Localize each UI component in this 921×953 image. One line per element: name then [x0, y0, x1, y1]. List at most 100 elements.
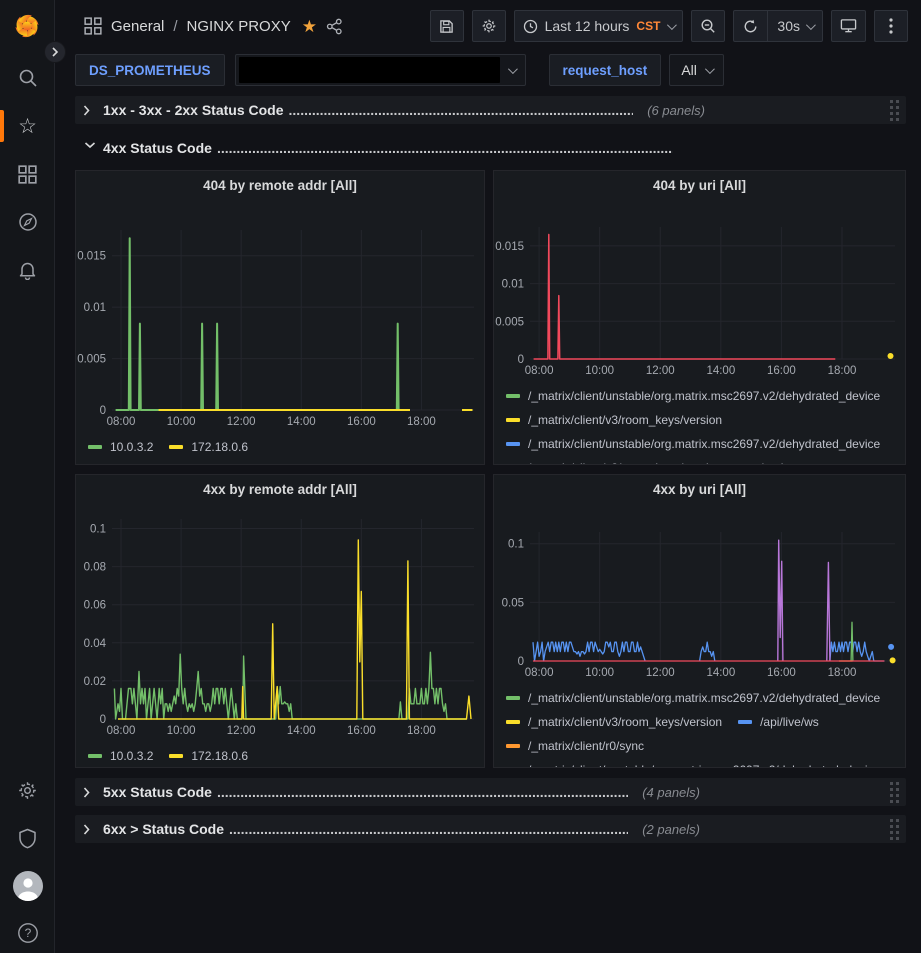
legend-item[interactable]: /_matrix/client/unstable/org.matrix.msc2…: [506, 432, 880, 456]
svg-text:0: 0: [100, 714, 106, 726]
sidebar-item-starred[interactable]: ☆: [0, 106, 55, 146]
legend-color-swatch: [506, 394, 520, 398]
legend-item[interactable]: /api/live/ws: [738, 710, 819, 734]
row-title: 1xx - 3xx - 2xx Status Code: [103, 102, 284, 118]
svg-text:12:00: 12:00: [646, 667, 675, 679]
timeseries-chart[interactable]: 08:00 10:00 12:00 14:00 16:00 18:00 0 0.005 0.01…: [494, 199, 905, 381]
svg-text:12:00: 12:00: [227, 725, 256, 737]
gear-icon: [482, 19, 495, 33]
legend-item[interactable]: /_matrix/client/v3/room_keys/version: [506, 710, 722, 734]
legend-item[interactable]: /_matrix/client/r0/sync: [506, 734, 644, 758]
svg-text:12:00: 12:00: [646, 365, 675, 377]
legend-label: /_matrix/client/v3/room_keys/version: [528, 461, 722, 464]
breadcrumb-dashboard-title[interactable]: NGINX PROXY: [186, 17, 291, 35]
legend-label: /_matrix/client/v3/room_keys/version: [528, 715, 723, 729]
favorite-star-icon[interactable]: ★: [301, 16, 317, 36]
sidebar-item-server-admin[interactable]: [0, 818, 55, 858]
row-header-1xx-3xx-2xx[interactable]: 1xx - 3xx - 2xx Status Code ............…: [75, 96, 906, 124]
svg-text:18:00: 18:00: [407, 416, 436, 428]
legend-label: 10.0.3.2: [110, 440, 154, 454]
datasource-variable-label[interactable]: DS_PROMETHEUS: [75, 54, 225, 86]
sidebar-item-dashboards[interactable]: [0, 154, 55, 194]
svg-text:08:00: 08:00: [525, 365, 554, 377]
legend-item[interactable]: /_matrix/client/v3/room_keys/version: [506, 456, 722, 464]
chevron-down-icon: [84, 141, 96, 155]
svg-text:0: 0: [518, 354, 524, 366]
dashboard-variables-bar: DS_PROMETHEUS request_host All: [55, 52, 921, 88]
time-range-picker[interactable]: Last 12 hours CST: [513, 10, 684, 42]
star-icon: ☆: [18, 114, 37, 138]
legend-item[interactable]: 172.18.0.6: [169, 435, 248, 459]
legend-item[interactable]: /sw.js: [738, 456, 789, 464]
legend-color-swatch: [88, 445, 102, 449]
legend-item[interactable]: 10.0.3.2: [88, 744, 153, 767]
search-icon: [19, 69, 37, 87]
svg-text:16:00: 16:00: [347, 725, 376, 737]
panel-title[interactable]: 4xx by uri [All]: [652, 481, 747, 497]
panel-404-by-uri: 404 by uri [All] 08:00 10:00 12:00 14:00 16:…: [493, 170, 906, 465]
datasource-variable-select[interactable]: [234, 54, 526, 86]
refresh-interval-select[interactable]: 30s: [767, 11, 822, 41]
row-title-dots: ........................................…: [216, 784, 629, 800]
kebab-menu-icon: [889, 18, 893, 34]
sidebar-item-search[interactable]: [0, 58, 55, 98]
row-drag-handle[interactable]: [889, 99, 900, 121]
dashboard-settings-button[interactable]: [471, 10, 506, 42]
legend-color-swatch: [506, 720, 520, 724]
legend-label: /_matrix/client/unstable/org.matrix.msc2…: [528, 437, 881, 451]
sidebar-item-profile[interactable]: [0, 866, 55, 906]
panel-title[interactable]: 4xx by remote addr [All]: [203, 481, 357, 497]
request-host-variable-label[interactable]: request_host: [548, 54, 662, 86]
sidebar-item-help[interactable]: ?: [0, 913, 55, 953]
sidebar-item-alerting[interactable]: [0, 250, 55, 290]
timeseries-chart[interactable]: 08:00 10:00 12:00 14:00 16:00 18:00 0 0.05 0.1: [494, 503, 905, 683]
refresh-picker: 30s: [733, 10, 823, 42]
request-host-variable-value: All: [681, 62, 697, 78]
legend-item[interactable]: /_matrix/client/unstable/org.matrix.msc2…: [506, 758, 880, 767]
panel-title[interactable]: 404 by uri [All]: [652, 177, 747, 193]
sidebar-expand-button[interactable]: [44, 41, 66, 63]
legend-item[interactable]: 172.18.0.6: [169, 744, 248, 767]
svg-text:0.005: 0.005: [495, 316, 524, 328]
row-drag-handle[interactable]: [889, 818, 900, 840]
cycle-view-mode-button[interactable]: [831, 10, 866, 42]
chevron-down-icon: [507, 63, 518, 74]
legend-color-swatch: [169, 754, 184, 758]
chart-legend: 10.0.3.2 172.18.0.6: [76, 432, 484, 459]
legend-item[interactable]: 10.0.3.2: [88, 435, 153, 459]
sidebar-item-explore[interactable]: [0, 202, 55, 242]
request-host-variable-select[interactable]: All: [669, 54, 724, 86]
legend-item[interactable]: /_matrix/client/unstable/org.matrix.msc2…: [506, 686, 880, 710]
breadcrumb-section[interactable]: General: [111, 17, 165, 35]
timeseries-chart[interactable]: 08:00 10:00 12:00 14:00 16:00 18:00 0 0.005 0.01…: [76, 199, 484, 432]
row-title: 5xx Status Code: [103, 784, 212, 800]
svg-text:10:00: 10:00: [585, 667, 614, 679]
datasource-value-redacted: [238, 57, 500, 83]
row-header-6xx[interactable]: 6xx > Status Code ......................…: [75, 815, 906, 843]
svg-text:10:00: 10:00: [167, 416, 196, 428]
share-icon[interactable]: [326, 18, 343, 35]
more-options-button[interactable]: [874, 10, 908, 42]
legend-label: /_matrix/client/unstable/org.matrix.msc2…: [528, 691, 881, 705]
chart-legend: 10.0.3.2 172.18.0.6: [76, 741, 484, 767]
apps-icon: [84, 17, 102, 35]
breadcrumb-separator: /: [173, 17, 178, 35]
svg-text:0.1: 0.1: [90, 524, 106, 536]
svg-text:08:00: 08:00: [107, 416, 136, 428]
sidebar-item-configuration[interactable]: [0, 770, 55, 810]
row-drag-handle[interactable]: [889, 781, 900, 803]
svg-text:12:00: 12:00: [227, 416, 256, 428]
refresh-button[interactable]: [734, 11, 767, 41]
save-dashboard-button[interactable]: [429, 10, 464, 42]
legend-item[interactable]: /_matrix/client/unstable/org.matrix.msc2…: [506, 384, 880, 408]
row-header-5xx[interactable]: 5xx Status Code ........................…: [75, 778, 906, 806]
timeseries-chart[interactable]: 08:00 10:00 12:00 14:00 16:00 18:00 0 0.02 0.04 0…: [76, 503, 484, 741]
panel-title[interactable]: 404 by remote addr [All]: [203, 177, 357, 193]
svg-text:18:00: 18:00: [407, 725, 436, 737]
grafana-logo-icon[interactable]: [10, 9, 44, 43]
legend-item[interactable]: /_matrix/client/v3/room_keys/version: [506, 408, 722, 432]
legend-label: /_matrix/client/unstable/org.matrix.msc2…: [528, 389, 881, 403]
zoom-out-button[interactable]: [691, 10, 726, 42]
row-header-4xx[interactable]: 4xx Status Code ........................…: [75, 134, 906, 162]
row-panel-count: (6 panels): [647, 102, 705, 118]
